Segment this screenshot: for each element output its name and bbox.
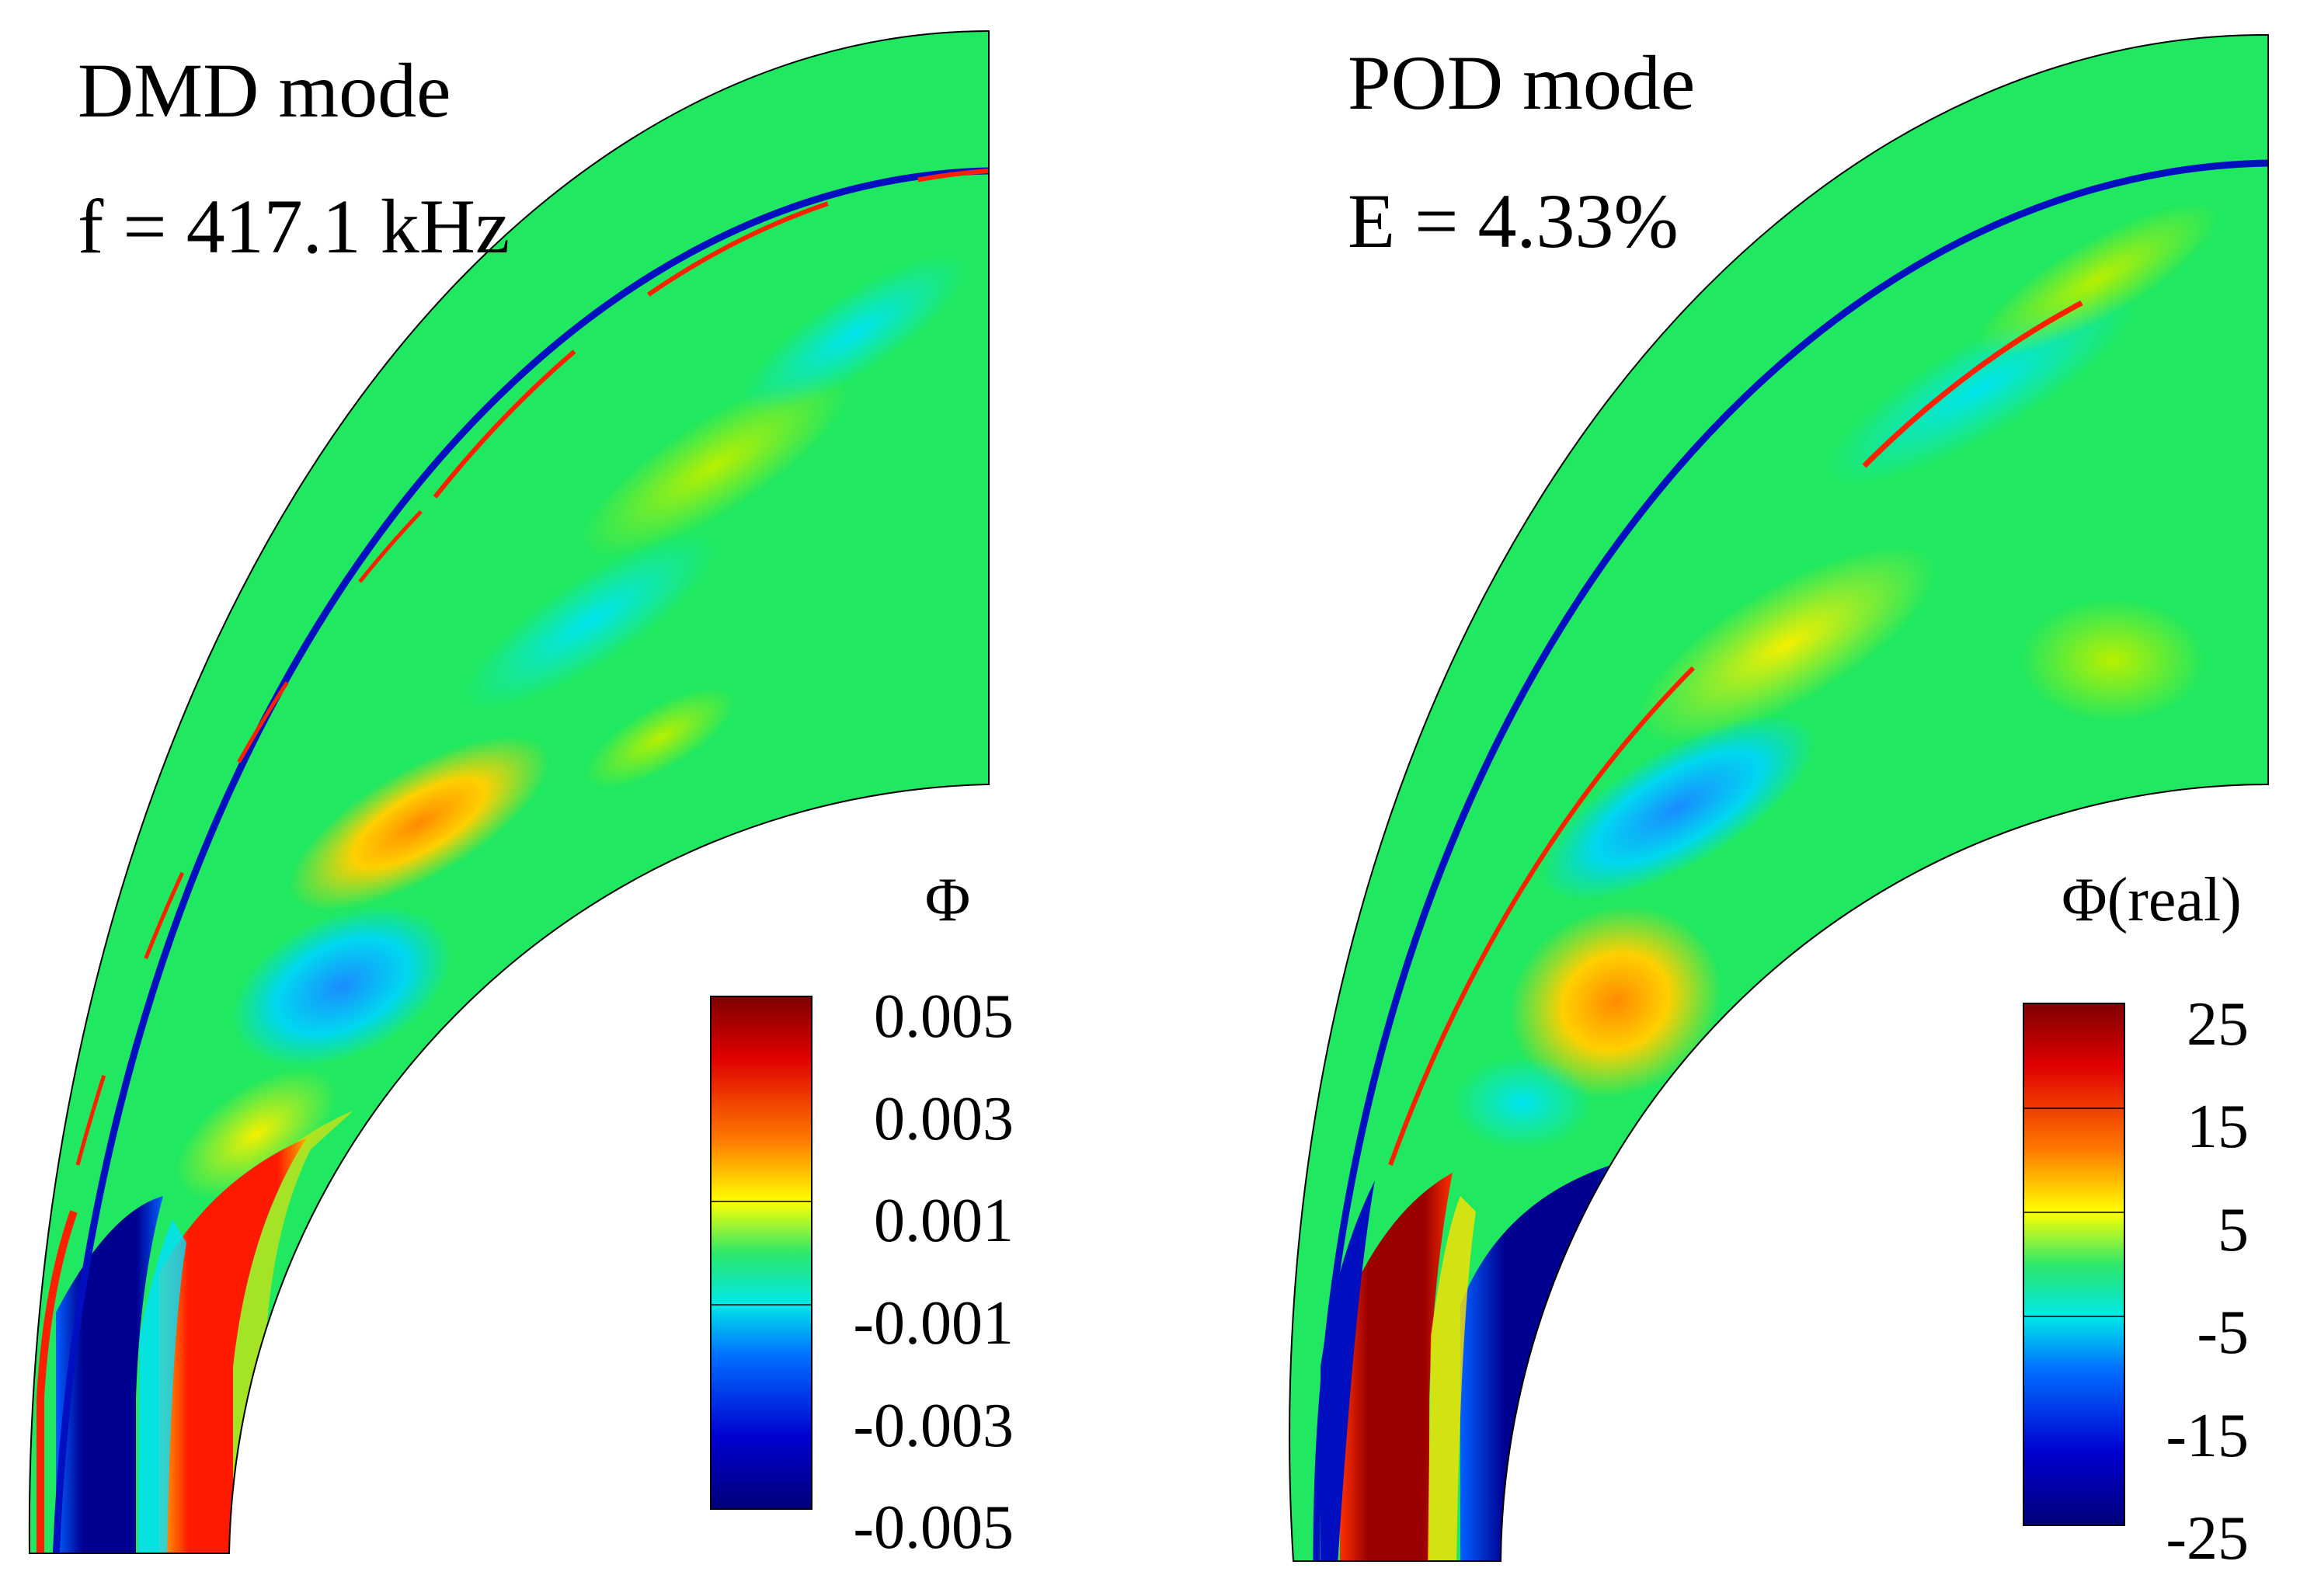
dmd-colorbar-gradient [710, 996, 812, 1510]
pod-panel: POD mode E = 4.33% Φ(real) 25 15 5 -5 -1… [1289, 33, 2269, 1573]
dmd-colorbar: Φ 0.005 0.003 0.001 -0.001 -0.003 -0.005 [710, 866, 1014, 1562]
dmd-subtitle: f = 417.1 kHz [78, 183, 510, 269]
dmd-colorbar-title: Φ [925, 866, 970, 934]
colorbar-tick: 5 [2218, 1196, 2249, 1264]
pod-colorbar-gradient [2023, 1003, 2125, 1526]
pod-domain-outline [1289, 33, 2269, 1562]
colorbar-tick: 0.003 [874, 1085, 1014, 1153]
pod-colorbar-title: Φ(real) [2062, 866, 2242, 934]
colorbar-tick: -0.003 [853, 1392, 1014, 1460]
pod-colorbar: Φ(real) 25 15 5 -5 -15 -25 [2023, 866, 2249, 1573]
dmd-domain-outline [28, 30, 990, 1554]
colorbar-tick: -15 [2166, 1402, 2249, 1470]
colorbar-tick: 25 [2187, 990, 2249, 1059]
dmd-title: DMD mode [78, 47, 451, 134]
colorbar-tick: 0.005 [874, 982, 1014, 1051]
colorbar-tick: -0.005 [853, 1493, 1014, 1562]
dmd-panel: DMD mode f = 417.1 kHz Φ 0.005 0.003 0.0… [28, 30, 1014, 1562]
colorbar-tick: -0.001 [853, 1289, 1014, 1358]
colorbar-tick: -5 [2197, 1299, 2249, 1367]
colorbar-tick: 0.001 [874, 1187, 1014, 1255]
pod-title: POD mode [1348, 40, 1695, 126]
pod-subtitle: E = 4.33% [1348, 178, 1679, 264]
colorbar-tick: -25 [2166, 1504, 2249, 1573]
colorbar-tick: 15 [2187, 1093, 2249, 1161]
